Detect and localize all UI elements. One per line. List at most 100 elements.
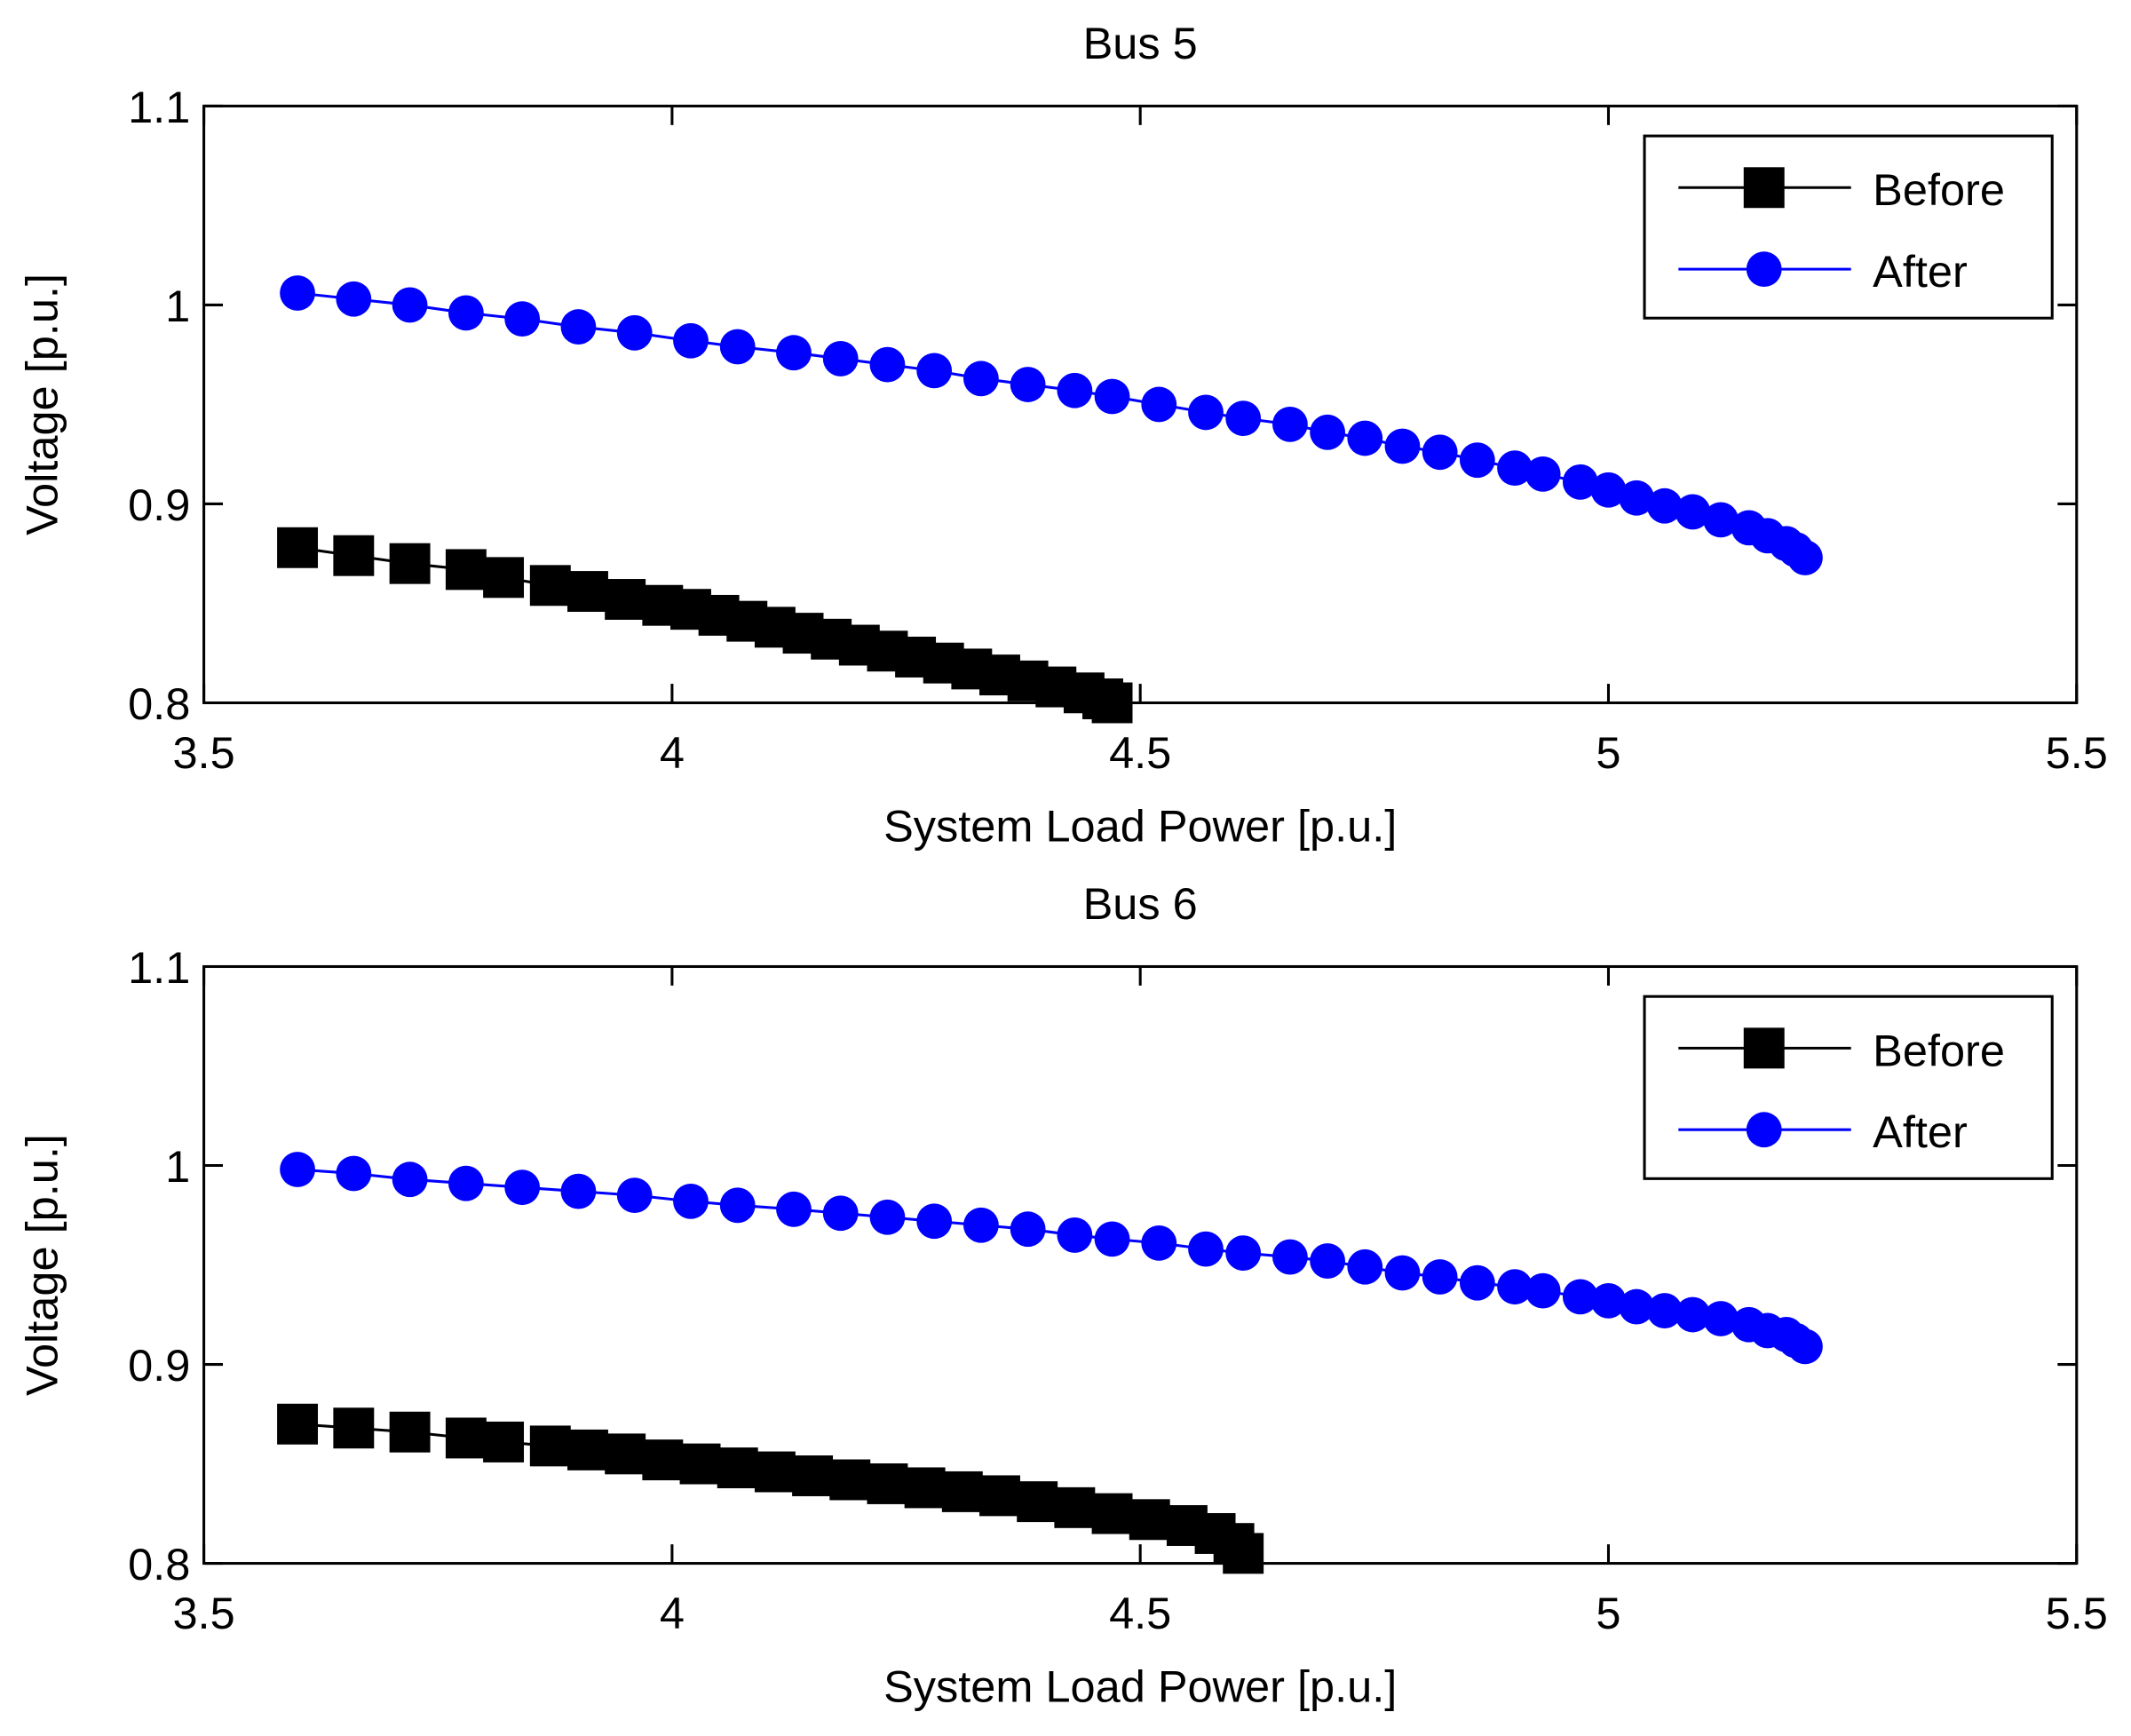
y-tick-label: 1: [165, 1141, 190, 1192]
data-marker: [333, 1407, 375, 1449]
chart-panel: Bus 5 System Load Power [p.u.] Voltage [p.…: [16, 18, 2108, 852]
legend: Before After: [1643, 995, 2054, 1180]
x-tick-label: 4: [660, 727, 685, 778]
chart-panel: Bus 6 System Load Power [p.u.] Voltage [p.…: [16, 878, 2108, 1712]
data-marker: [776, 335, 812, 371]
data-marker: [504, 301, 541, 337]
x-axis-label: System Load Power [p.u.]: [883, 1661, 1397, 1712]
data-marker: [529, 1425, 571, 1467]
data-marker: [1590, 1282, 1627, 1319]
data-marker: [1272, 406, 1308, 442]
data-marker: [333, 535, 375, 576]
data-marker: [822, 341, 859, 377]
data-marker: [1675, 1296, 1711, 1333]
data-marker: [1188, 394, 1224, 431]
data-marker: [642, 1439, 684, 1481]
data-marker: [754, 1451, 796, 1493]
data-marker: [1057, 1217, 1093, 1253]
legend-label: After: [1873, 246, 1968, 297]
data-marker: [445, 1417, 487, 1459]
data-marker: [392, 287, 428, 323]
data-marker: [1347, 420, 1383, 456]
data-marker: [1310, 1243, 1345, 1279]
data-marker: [529, 565, 571, 606]
data-marker: [616, 314, 653, 351]
data-marker: [336, 281, 372, 317]
data-marker: [792, 1455, 834, 1496]
data-marker: [1272, 1239, 1308, 1275]
data-marker: [1562, 1279, 1598, 1315]
data-marker: [616, 1177, 653, 1214]
y-tick-label: 0.8: [128, 678, 190, 729]
data-marker: [719, 1187, 756, 1224]
data-marker: [1459, 442, 1495, 479]
data-marker: [280, 1152, 315, 1187]
data-marker: [941, 1470, 983, 1512]
data-marker: [277, 1403, 319, 1445]
data-marker: [605, 1433, 646, 1475]
legend-marker: [1746, 1112, 1782, 1148]
x-tick-label: 5: [1596, 727, 1620, 778]
x-tick-label: 3.5: [172, 1588, 234, 1638]
data-marker: [1094, 1221, 1130, 1257]
data-marker: [829, 1459, 871, 1501]
data-marker: [869, 1199, 906, 1235]
data-marker: [1525, 456, 1561, 492]
data-marker: [776, 1191, 812, 1227]
y-axis-label: Voltage [p.u.]: [16, 273, 67, 535]
data-marker: [504, 1169, 541, 1206]
x-tick-label: 3.5: [172, 727, 234, 778]
data-marker: [822, 1195, 859, 1232]
data-marker: [1646, 488, 1683, 524]
data-marker: [1310, 414, 1345, 450]
data-marker: [717, 1447, 758, 1489]
data-marker: [483, 1421, 525, 1463]
y-tick-label: 0.8: [128, 1539, 190, 1589]
legend-box: [1643, 134, 2054, 320]
data-marker: [1054, 1486, 1096, 1528]
data-marker: [1129, 1499, 1170, 1541]
data-marker: [963, 1207, 999, 1243]
data-marker: [1188, 1231, 1224, 1267]
x-tick-label: 5.5: [2046, 1588, 2108, 1638]
data-marker: [1010, 1211, 1046, 1248]
data-marker: [445, 549, 487, 591]
legend-box: [1643, 995, 2054, 1180]
data-marker: [392, 1161, 428, 1198]
data-marker: [1091, 682, 1133, 724]
data-marker: [679, 1443, 721, 1485]
data-marker: [1459, 1264, 1495, 1301]
legend-marker: [1746, 251, 1782, 288]
y-tick-label: 0.9: [128, 1340, 190, 1391]
data-marker: [567, 571, 608, 613]
data-marker: [1422, 1259, 1458, 1295]
data-marker: [719, 329, 756, 365]
data-marker: [448, 1165, 484, 1201]
x-tick-label: 4: [660, 1588, 685, 1638]
data-marker: [904, 1467, 946, 1509]
data-marker: [1703, 1301, 1739, 1336]
data-marker: [1225, 400, 1262, 437]
x-axis-label: System Load Power [p.u.]: [883, 801, 1397, 852]
data-marker: [1347, 1248, 1383, 1285]
data-marker: [1017, 1481, 1058, 1523]
data-marker: [1141, 1225, 1177, 1261]
data-marker: [336, 1155, 372, 1192]
y-tick-label: 1.1: [128, 942, 190, 993]
data-marker: [1497, 1269, 1533, 1305]
data-marker: [1619, 1288, 1655, 1325]
y-tick-label: 1.1: [128, 82, 190, 132]
data-marker: [1010, 367, 1046, 402]
legend-label: After: [1873, 1106, 1968, 1157]
data-marker: [1787, 1328, 1823, 1365]
data-marker: [869, 346, 906, 383]
data-marker: [867, 1463, 908, 1504]
data-marker: [483, 557, 525, 598]
data-marker: [1675, 494, 1711, 530]
data-marker: [560, 1173, 597, 1209]
data-marker: [1646, 1293, 1683, 1328]
data-marker: [673, 1183, 709, 1219]
data-marker: [1703, 502, 1739, 538]
